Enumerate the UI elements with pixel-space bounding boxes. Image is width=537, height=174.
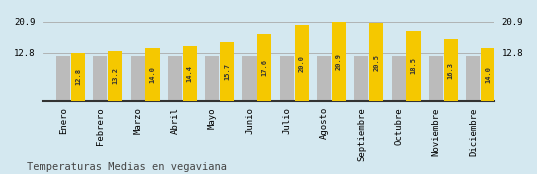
Bar (205, 56, 219, 101)
Bar (481, 48, 495, 101)
Text: 14.4: 14.4 (187, 65, 193, 82)
Text: 12.8: 12.8 (75, 68, 81, 85)
Bar (466, 56, 480, 101)
Bar (354, 56, 368, 101)
Bar (257, 34, 272, 101)
Bar (220, 42, 234, 101)
Bar (429, 56, 443, 101)
Text: 20.5: 20.5 (373, 54, 379, 71)
Bar (407, 31, 420, 101)
Bar (317, 56, 331, 101)
Bar (369, 23, 383, 101)
Bar (183, 46, 197, 101)
Bar (56, 56, 70, 101)
Text: 14.0: 14.0 (150, 66, 156, 83)
Text: Temperaturas Medias en vegaviana: Temperaturas Medias en vegaviana (27, 162, 227, 172)
Bar (280, 56, 294, 101)
Text: 16.3: 16.3 (448, 62, 454, 79)
Bar (242, 56, 257, 101)
Bar (93, 56, 107, 101)
Text: 13.2: 13.2 (112, 68, 118, 84)
Bar (391, 56, 405, 101)
Bar (332, 22, 346, 101)
Bar (168, 56, 182, 101)
Text: 14.0: 14.0 (485, 66, 491, 83)
Bar (444, 39, 458, 101)
Bar (146, 48, 159, 101)
Bar (108, 51, 122, 101)
Text: 20.0: 20.0 (299, 55, 304, 72)
Bar (71, 53, 85, 101)
Text: 20.9: 20.9 (336, 53, 342, 70)
Text: 17.6: 17.6 (262, 59, 267, 76)
Bar (130, 56, 145, 101)
Text: 18.5: 18.5 (410, 57, 417, 74)
Bar (295, 25, 309, 101)
Text: 15.7: 15.7 (224, 63, 230, 80)
